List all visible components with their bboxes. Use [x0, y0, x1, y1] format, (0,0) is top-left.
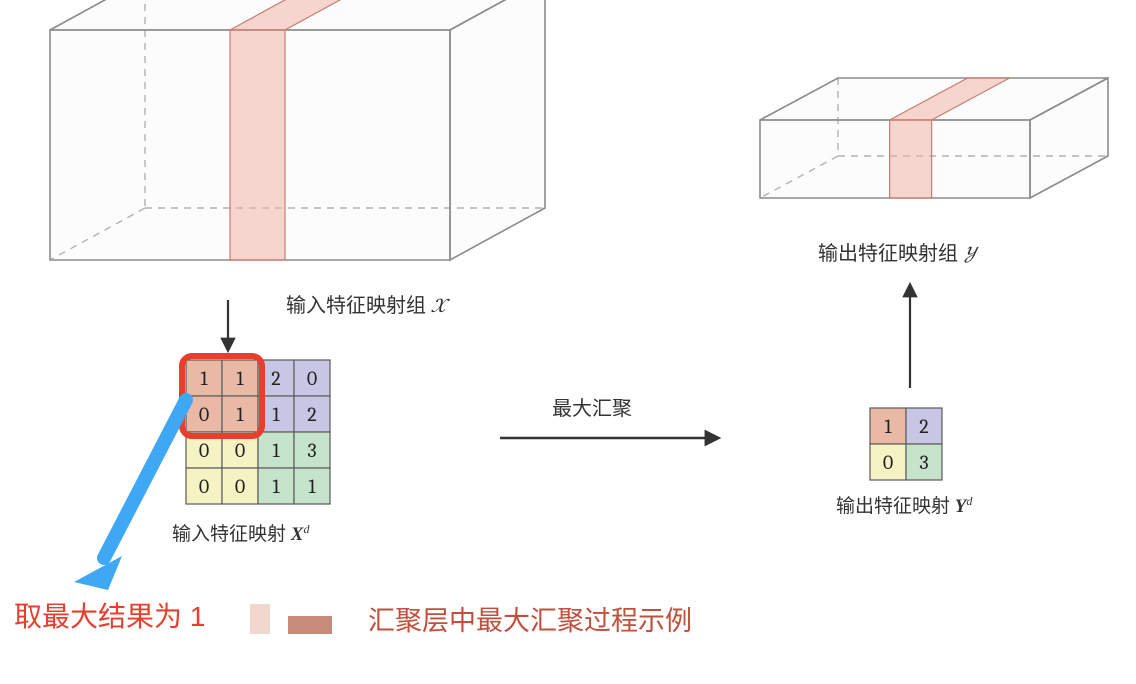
svg-text:0: 0	[235, 475, 245, 498]
svg-text:0: 0	[307, 367, 317, 390]
max-result-text: 取最大结果为 1	[14, 601, 205, 632]
output-map-label: 输出特征映射 Yd	[836, 494, 973, 517]
blue-arrow	[74, 400, 186, 590]
svg-text:1: 1	[308, 475, 316, 498]
svg-text:1: 1	[272, 475, 280, 498]
svg-text:2: 2	[307, 403, 316, 426]
svg-text:1: 1	[200, 367, 208, 390]
svg-text:0: 0	[235, 439, 245, 462]
output-grid: 1 2 0 3	[870, 408, 942, 480]
output-cube	[760, 78, 1108, 198]
pause-icon	[250, 604, 332, 634]
svg-text:0: 0	[883, 451, 893, 474]
operation-label: 最大汇聚	[552, 397, 632, 420]
figure-caption: 汇聚层中最大汇聚过程示例	[368, 606, 692, 636]
input-cube	[50, 0, 545, 260]
svg-text:0: 0	[199, 475, 209, 498]
svg-text:3: 3	[307, 439, 316, 462]
pooling-diagram: 输入特征映射组 𝒳 输出特征映射组 𝒴 1 1 2 0 0 1 1 2 0 0 1 3 0 0 1 1 1 2 0 3 输入…	[0, 0, 1136, 684]
svg-text:0: 0	[199, 439, 209, 462]
svg-text:2: 2	[271, 367, 280, 390]
output-cube-label: 输出特征映射组 𝒴	[818, 242, 979, 265]
svg-text:0: 0	[199, 403, 209, 426]
svg-text:1: 1	[236, 403, 244, 426]
svg-text:1: 1	[272, 439, 280, 462]
input-cube-label: 输入特征映射组 𝒳	[286, 294, 450, 317]
svg-text:1: 1	[236, 367, 244, 390]
svg-text:3: 3	[919, 451, 928, 474]
svg-text:1: 1	[272, 403, 280, 426]
input-map-label: 输入特征映射 Xd	[172, 522, 310, 545]
svg-text:2: 2	[919, 415, 928, 438]
svg-text:1: 1	[884, 415, 892, 438]
